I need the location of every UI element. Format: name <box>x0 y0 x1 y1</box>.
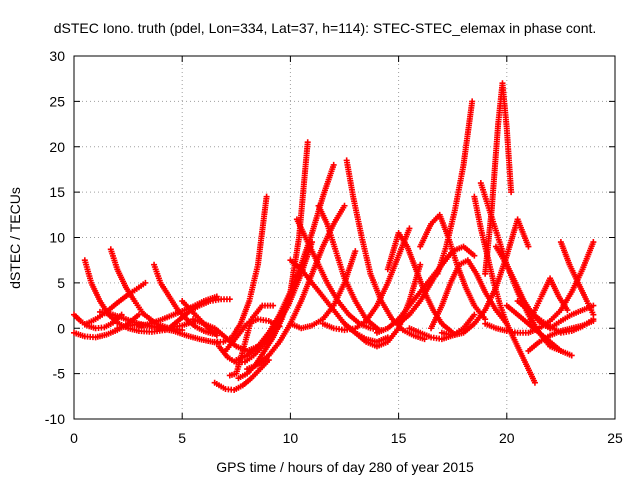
data-point <box>352 248 359 255</box>
y-tick-label: 15 <box>49 184 65 200</box>
data-point <box>263 193 270 200</box>
data-point <box>270 302 277 309</box>
x-tick-label: 0 <box>70 430 78 446</box>
x-tick-labels: 0 5 10 15 20 25 <box>70 430 623 446</box>
x-tick-label: 25 <box>607 430 623 446</box>
y-tick-label: -10 <box>45 411 65 427</box>
data-point <box>471 252 478 259</box>
axis-ticks <box>73 55 616 420</box>
y-tick-label: 30 <box>49 48 65 64</box>
data-point <box>406 225 413 232</box>
data-point <box>471 311 478 318</box>
y-tick-label: -5 <box>53 366 66 382</box>
data-point <box>568 352 575 359</box>
x-axis-label: GPS time / hours of day 280 of year 2015 <box>216 459 474 475</box>
data-point <box>417 261 424 268</box>
data-point <box>590 239 597 246</box>
data-point <box>531 379 538 386</box>
x-tick-label: 5 <box>178 430 186 446</box>
data-point <box>525 243 532 250</box>
data-point <box>330 161 337 168</box>
y-tick-label: 20 <box>49 139 65 155</box>
data-point <box>304 139 311 146</box>
x-tick-label: 15 <box>391 430 407 446</box>
data-point <box>213 332 220 339</box>
data-point <box>213 293 220 300</box>
data-point <box>590 316 597 323</box>
y-tick-label: 10 <box>49 230 65 246</box>
data-point <box>135 311 142 318</box>
y-tick-label: 5 <box>57 275 65 291</box>
x-tick-label: 20 <box>499 430 515 446</box>
chart-title: dSTEC Iono. truth (pdel, Lon=334, Lat=37… <box>54 20 597 36</box>
y-tick-label: 25 <box>49 93 65 109</box>
data-point <box>226 296 233 303</box>
x-tick-label: 10 <box>283 430 299 446</box>
data-points <box>71 80 597 393</box>
data-point <box>590 302 597 309</box>
y-tick-labels: -10 -5 0 5 10 15 20 25 30 <box>45 48 65 427</box>
data-point <box>469 98 476 105</box>
y-tick-label: 0 <box>57 320 65 336</box>
y-axis-label: dSTEC / TECUs <box>7 187 23 289</box>
data-point <box>564 307 571 314</box>
data-point <box>341 202 348 209</box>
data-point <box>142 279 149 286</box>
data-point <box>508 189 515 196</box>
